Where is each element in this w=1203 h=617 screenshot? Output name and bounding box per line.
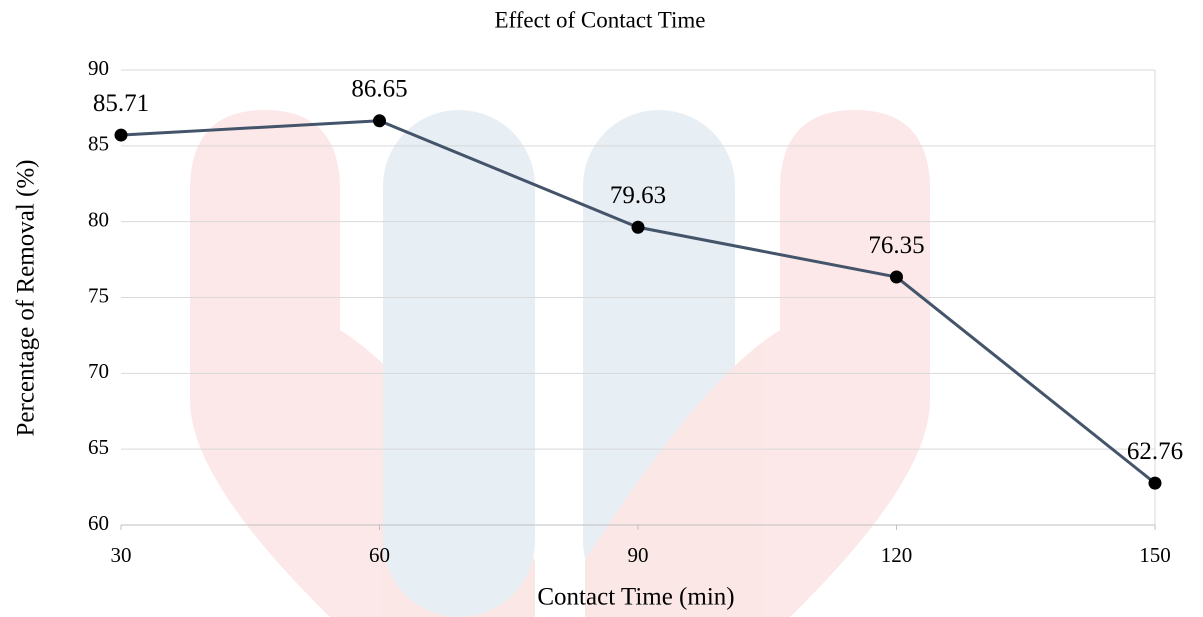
y-axis-title: Percentage of Removal (%) bbox=[13, 160, 40, 437]
y-tick-label: 90 bbox=[88, 56, 109, 80]
y-tick-label: 70 bbox=[88, 359, 109, 383]
y-tick-label: 80 bbox=[88, 207, 109, 231]
page: Effect of Contact Time Contact Time (min… bbox=[0, 0, 1203, 617]
marker bbox=[1149, 477, 1162, 490]
marker bbox=[632, 221, 645, 234]
marker bbox=[890, 271, 903, 284]
x-axis-title: Contact Time (min) bbox=[537, 584, 734, 611]
y-tick-label: 65 bbox=[88, 435, 109, 459]
value-label: 79.63 bbox=[610, 182, 666, 209]
y-tick-label: 60 bbox=[88, 511, 109, 535]
y-tick-label: 75 bbox=[88, 283, 109, 307]
x-tick-label: 60 bbox=[369, 543, 390, 567]
watermark-shape bbox=[383, 110, 535, 617]
y-tick-label: 85 bbox=[88, 132, 109, 156]
value-label: 62.76 bbox=[1127, 438, 1183, 465]
watermark bbox=[190, 110, 930, 617]
marker bbox=[115, 129, 128, 142]
x-tick-label: 90 bbox=[628, 543, 649, 567]
x-tick-label: 150 bbox=[1139, 543, 1171, 567]
marker bbox=[373, 114, 386, 127]
value-label: 85.71 bbox=[93, 90, 149, 117]
chart: Effect of Contact Time Contact Time (min… bbox=[0, 0, 1203, 617]
value-label: 86.65 bbox=[351, 76, 407, 103]
value-label: 76.35 bbox=[868, 232, 924, 259]
x-tick-label: 120 bbox=[881, 543, 913, 567]
chart-title: Effect of Contact Time bbox=[494, 7, 705, 32]
x-tick-label: 30 bbox=[111, 543, 132, 567]
